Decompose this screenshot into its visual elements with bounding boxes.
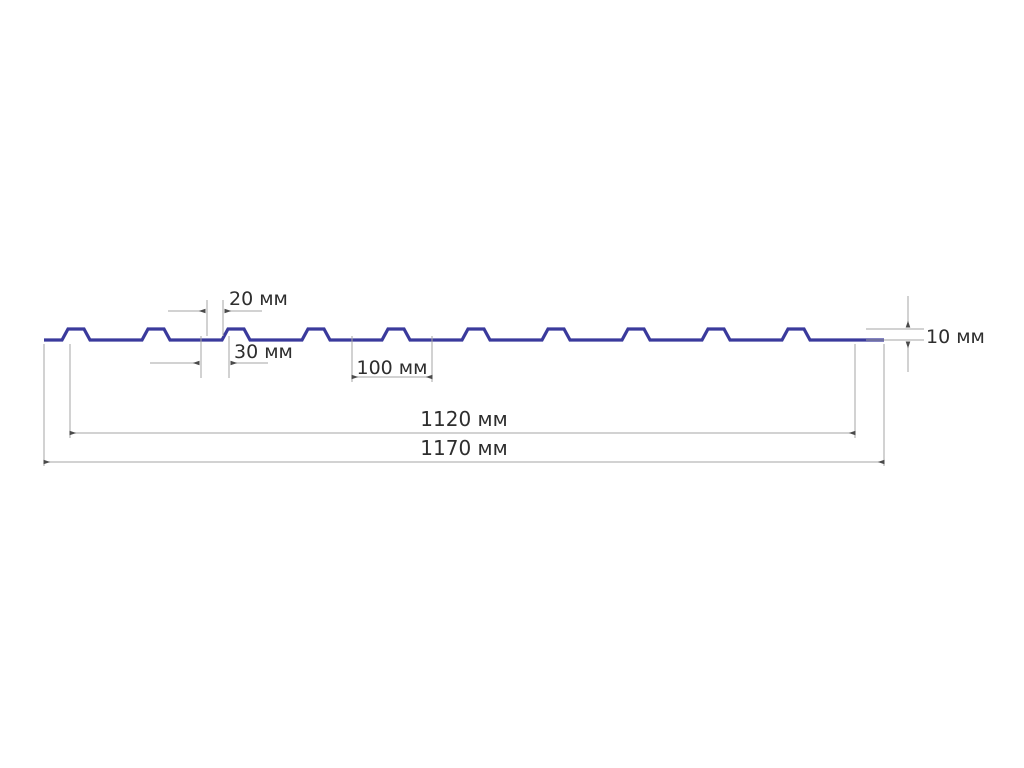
- extension-lines: [43, 300, 924, 466]
- dimension-lines: [43, 296, 911, 465]
- label-rib-pitch: 100 мм: [357, 357, 428, 379]
- label-rib-height: 10 мм: [926, 326, 985, 348]
- label-working-width: 1120 мм: [420, 407, 507, 431]
- label-rib-top-width: 20 мм: [229, 288, 288, 310]
- dimension-labels: 20 мм 30 мм 100 мм 10 мм 1120 мм 1170 мм: [229, 288, 985, 460]
- label-total-width: 1170 мм: [420, 436, 507, 460]
- profile-outline: [44, 327, 884, 342]
- label-rib-base-width: 30 мм: [234, 341, 293, 363]
